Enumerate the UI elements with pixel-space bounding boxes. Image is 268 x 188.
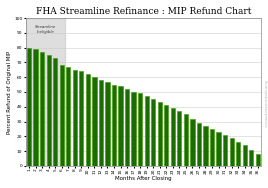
Text: Streamline
Ineligible: Streamline Ineligible: [35, 26, 56, 34]
Bar: [171, 108, 175, 166]
Bar: [112, 85, 116, 166]
Bar: [256, 154, 260, 166]
Bar: [158, 102, 162, 166]
Bar: [53, 58, 57, 166]
Bar: [177, 111, 181, 166]
Bar: [34, 49, 38, 166]
Bar: [210, 129, 214, 166]
Bar: [26, 18, 65, 166]
Bar: [144, 96, 149, 166]
Bar: [118, 86, 123, 166]
Bar: [236, 142, 240, 166]
Bar: [217, 132, 221, 166]
Bar: [190, 119, 195, 166]
Bar: [125, 89, 129, 166]
Bar: [243, 145, 247, 166]
Bar: [79, 71, 83, 166]
Bar: [151, 99, 155, 166]
Y-axis label: Percent Refund of Original MIP: Percent Refund of Original MIP: [7, 50, 12, 134]
Text: Do not reproduce without permission: Do not reproduce without permission: [263, 80, 267, 127]
Title: FHA Streamline Refinance : MIP Refund Chart: FHA Streamline Refinance : MIP Refund Ch…: [36, 7, 251, 16]
Bar: [105, 82, 110, 166]
Bar: [223, 135, 227, 166]
Bar: [73, 70, 77, 166]
Bar: [184, 114, 188, 166]
Bar: [138, 93, 142, 166]
Bar: [132, 92, 136, 166]
Bar: [99, 80, 103, 166]
Bar: [203, 126, 208, 166]
Bar: [164, 105, 168, 166]
Bar: [229, 138, 234, 166]
Bar: [66, 67, 70, 166]
Bar: [40, 52, 44, 166]
X-axis label: Months After Closing: Months After Closing: [115, 176, 172, 181]
Bar: [47, 55, 51, 166]
Bar: [92, 77, 96, 166]
Bar: [27, 48, 31, 166]
Bar: [197, 123, 201, 166]
Bar: [59, 65, 64, 166]
Bar: [86, 74, 90, 166]
Bar: [249, 150, 253, 166]
